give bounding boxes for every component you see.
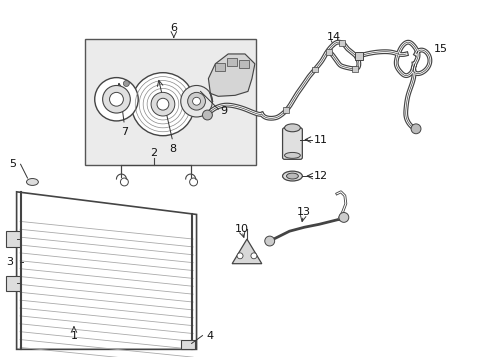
Circle shape xyxy=(250,253,256,259)
Circle shape xyxy=(95,78,138,121)
Bar xyxy=(6,275,20,291)
Bar xyxy=(181,339,194,349)
Bar xyxy=(239,60,248,68)
Circle shape xyxy=(157,98,168,110)
Circle shape xyxy=(187,93,205,110)
Ellipse shape xyxy=(26,179,38,185)
Circle shape xyxy=(131,73,194,136)
Text: 8: 8 xyxy=(169,144,176,154)
FancyBboxPatch shape xyxy=(282,128,302,159)
Bar xyxy=(215,63,225,71)
Bar xyxy=(283,107,289,113)
Polygon shape xyxy=(232,239,261,264)
Text: 4: 4 xyxy=(206,330,214,341)
Bar xyxy=(352,66,358,72)
Circle shape xyxy=(338,212,348,222)
Circle shape xyxy=(123,81,129,86)
Ellipse shape xyxy=(284,152,300,158)
Text: 6: 6 xyxy=(170,23,177,33)
Text: 3: 3 xyxy=(6,257,13,267)
Text: 9: 9 xyxy=(220,106,227,116)
Text: 1: 1 xyxy=(70,330,77,341)
Bar xyxy=(338,40,344,46)
Circle shape xyxy=(192,97,200,105)
Bar xyxy=(6,231,20,247)
Circle shape xyxy=(151,93,174,116)
Circle shape xyxy=(109,93,123,106)
Bar xyxy=(354,52,362,60)
Polygon shape xyxy=(17,192,196,349)
Circle shape xyxy=(102,85,130,113)
Circle shape xyxy=(202,110,212,120)
Text: 5: 5 xyxy=(9,159,16,169)
Circle shape xyxy=(181,85,212,117)
Ellipse shape xyxy=(286,173,298,179)
Ellipse shape xyxy=(284,124,300,132)
Text: 10: 10 xyxy=(235,224,248,234)
Circle shape xyxy=(410,124,420,134)
Circle shape xyxy=(237,253,243,259)
Text: 12: 12 xyxy=(314,171,327,181)
Text: 7: 7 xyxy=(121,127,128,137)
Text: 15: 15 xyxy=(433,44,447,54)
Bar xyxy=(227,58,237,66)
Bar xyxy=(311,67,317,72)
Ellipse shape xyxy=(282,171,302,181)
Polygon shape xyxy=(208,54,254,96)
Text: 2: 2 xyxy=(150,148,157,158)
Text: 11: 11 xyxy=(314,135,327,145)
Bar xyxy=(84,39,255,165)
Text: 13: 13 xyxy=(297,207,311,216)
Circle shape xyxy=(264,236,274,246)
Bar xyxy=(325,49,331,55)
Text: 14: 14 xyxy=(326,32,340,42)
